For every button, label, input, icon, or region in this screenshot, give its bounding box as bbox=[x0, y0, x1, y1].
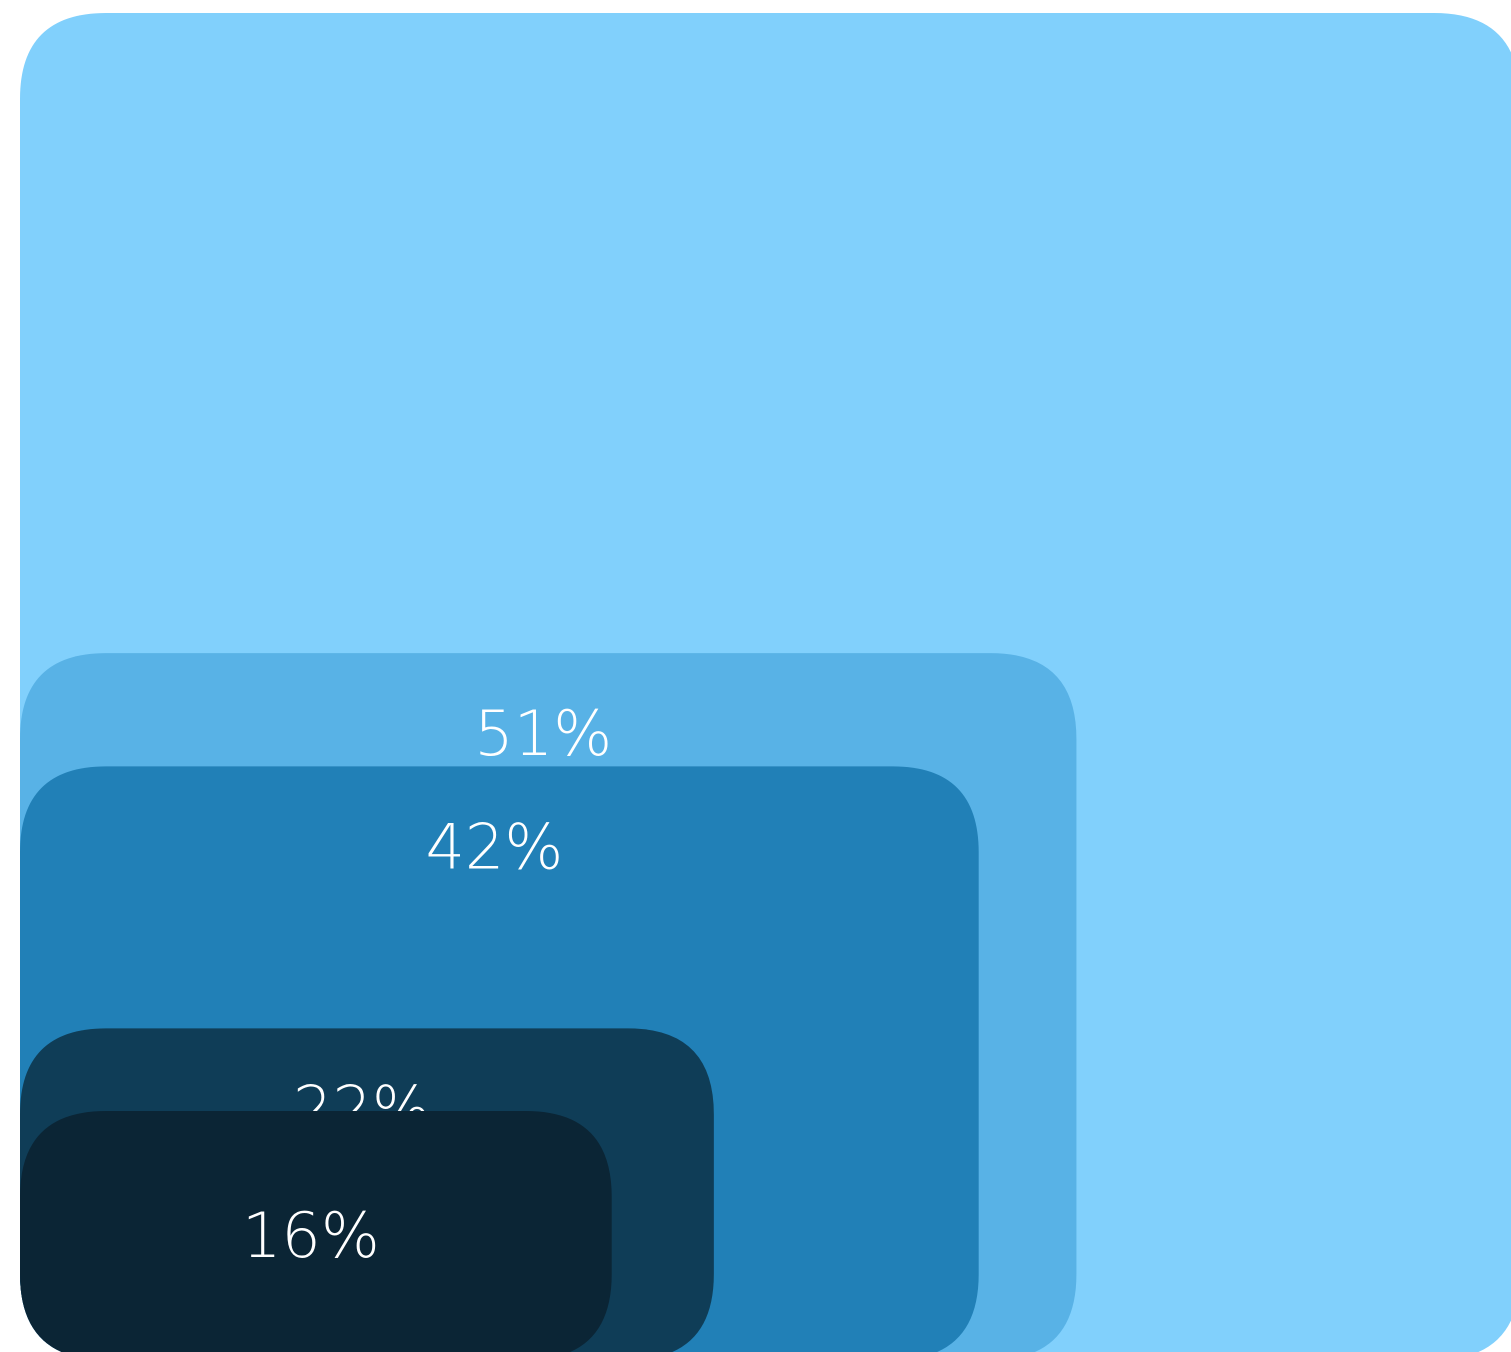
value-label-16-percent: 16% bbox=[242, 1199, 380, 1272]
value-label-42-percent: 42% bbox=[425, 810, 563, 883]
square-16-percent bbox=[20, 1110, 612, 1352]
value-label-51-percent: 51% bbox=[474, 697, 612, 770]
